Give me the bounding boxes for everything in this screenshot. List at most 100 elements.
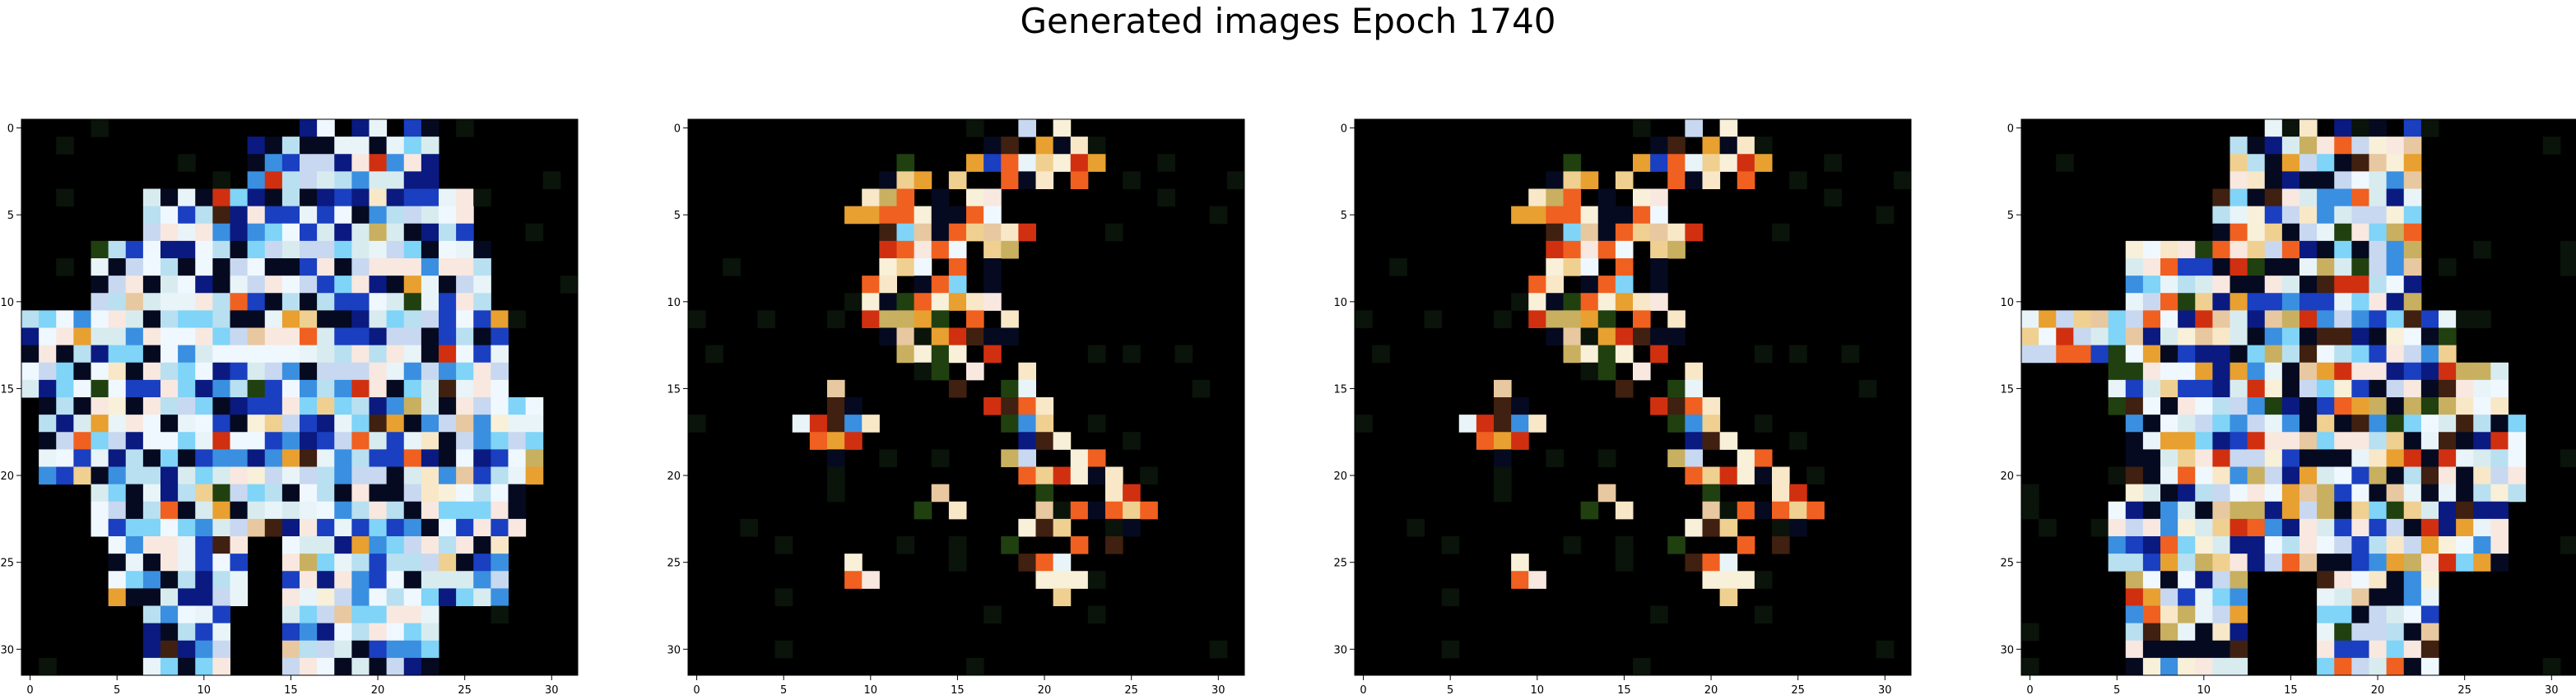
pixel xyxy=(1035,484,1054,503)
pixel xyxy=(2317,379,2335,398)
pixel xyxy=(2247,397,2266,415)
pixel xyxy=(844,554,863,572)
pixel xyxy=(2160,293,2178,311)
pixel xyxy=(281,345,300,364)
pixel xyxy=(56,432,74,450)
pixel xyxy=(2212,501,2230,520)
pixel xyxy=(142,258,161,276)
pixel xyxy=(2420,518,2439,537)
pixel xyxy=(2490,415,2509,433)
pixel xyxy=(178,501,196,520)
pixel xyxy=(212,327,230,346)
pixel xyxy=(369,206,388,225)
pixel xyxy=(195,640,213,659)
pixel xyxy=(983,276,1002,294)
pixel xyxy=(1633,657,1651,676)
pixel xyxy=(2230,258,2248,276)
pixel xyxy=(300,119,318,137)
pixel xyxy=(1476,432,1495,450)
pixel xyxy=(914,362,932,381)
pixel xyxy=(2230,588,2248,606)
pixel xyxy=(1494,379,1512,398)
pixel xyxy=(2420,588,2439,606)
pixel xyxy=(1650,605,1668,624)
pixel xyxy=(281,362,300,381)
pixel xyxy=(2351,119,2369,137)
pixel xyxy=(2351,206,2369,225)
pixel xyxy=(1053,518,1072,537)
pixel xyxy=(2142,536,2161,554)
pixel xyxy=(2420,640,2439,659)
pixel xyxy=(1685,466,1703,485)
pixel xyxy=(2230,640,2248,659)
pixel xyxy=(142,605,161,624)
pixel xyxy=(2195,571,2213,589)
pixel xyxy=(2160,310,2178,328)
pixel xyxy=(247,223,266,242)
pixel xyxy=(2456,484,2474,503)
pixel xyxy=(281,449,300,467)
pixel xyxy=(439,501,457,520)
pixel xyxy=(39,327,57,346)
pixel xyxy=(2178,640,2196,659)
pixel xyxy=(73,466,91,485)
pixel xyxy=(2439,258,2457,276)
pixel xyxy=(247,484,266,503)
pixel xyxy=(1650,223,1668,242)
pixel xyxy=(1615,171,1634,189)
pixel xyxy=(386,657,405,676)
pixel xyxy=(1650,240,1668,259)
pixel xyxy=(56,188,74,207)
pixel xyxy=(56,327,74,346)
pixel xyxy=(439,240,457,259)
pixel xyxy=(39,397,57,415)
pixel xyxy=(2369,379,2388,398)
pixel xyxy=(473,571,491,589)
pixel xyxy=(2230,415,2248,433)
pixel xyxy=(2299,276,2318,294)
pixel xyxy=(2281,327,2300,346)
pixel xyxy=(334,345,352,364)
pixel xyxy=(178,327,196,346)
pixel xyxy=(1719,432,1738,450)
pixel xyxy=(351,258,370,276)
pixel xyxy=(1737,501,1755,520)
pixel xyxy=(39,415,57,433)
pixel xyxy=(2212,588,2230,606)
y-tick-label: 10 xyxy=(0,297,14,309)
pixel xyxy=(2281,276,2300,294)
pixel xyxy=(1702,397,1721,415)
pixel xyxy=(281,588,300,606)
pixel xyxy=(827,397,845,415)
pixel xyxy=(1528,310,1546,328)
pixel xyxy=(1157,154,1175,172)
pixel xyxy=(1105,466,1123,485)
pixel xyxy=(491,484,509,503)
pixel xyxy=(334,484,352,503)
pixel xyxy=(2473,415,2491,433)
pixel xyxy=(2439,449,2457,467)
pixel xyxy=(2403,657,2422,676)
pixel xyxy=(386,345,405,364)
pixel xyxy=(1702,518,1721,537)
pixel xyxy=(247,397,266,415)
pixel xyxy=(2403,449,2422,467)
pixel xyxy=(2160,345,2178,364)
pixel xyxy=(264,449,283,467)
pixel xyxy=(264,258,283,276)
pixel xyxy=(2212,571,2230,589)
pixel xyxy=(827,449,845,467)
pixel xyxy=(948,501,967,520)
pixel xyxy=(369,484,388,503)
pixel xyxy=(178,188,196,207)
pixel xyxy=(966,293,984,311)
pixel xyxy=(2456,362,2474,381)
pixel xyxy=(491,379,509,398)
pixel xyxy=(2230,518,2248,537)
pixel xyxy=(983,137,1002,155)
pixel xyxy=(1053,588,1072,606)
pixel xyxy=(2473,379,2491,398)
pixel xyxy=(403,484,422,503)
pixel xyxy=(983,327,1002,346)
